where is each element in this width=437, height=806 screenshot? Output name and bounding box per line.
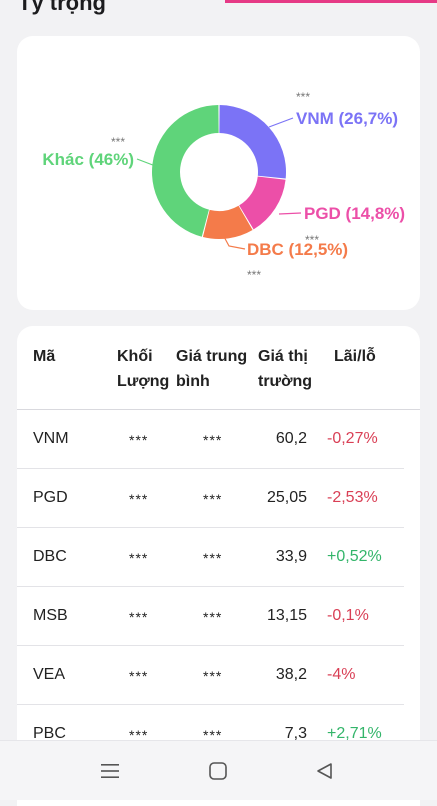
cell-quantity: *** bbox=[129, 432, 149, 448]
cell-pnl: +0,52% bbox=[327, 548, 382, 565]
back-triangle-icon[interactable] bbox=[315, 761, 335, 786]
row-divider bbox=[17, 645, 404, 646]
cell-code: PBC bbox=[33, 725, 66, 742]
donut-slice-dbc[interactable] bbox=[202, 205, 253, 239]
slice-label: Khác (46%) bbox=[42, 150, 134, 169]
table-row[interactable]: DBC *** *** 33,9 +0,52% bbox=[17, 528, 420, 587]
slice-label: VNM (26,7%) bbox=[296, 109, 398, 128]
slice-label: PGD (14,8%) bbox=[304, 204, 405, 223]
cell-avg-price: *** bbox=[203, 609, 223, 625]
system-nav-bar bbox=[0, 740, 437, 800]
active-tab-indicator bbox=[225, 0, 437, 3]
cell-market-price: 7,3 bbox=[284, 725, 307, 742]
cell-code: VNM bbox=[33, 430, 69, 447]
row-divider bbox=[17, 527, 404, 528]
header-avg-price: Giá trung bình bbox=[176, 348, 248, 390]
cell-pnl: +2,71% bbox=[327, 725, 382, 742]
cell-avg-price: *** bbox=[203, 727, 223, 743]
header-code: Mã bbox=[33, 348, 56, 365]
leader-line bbox=[268, 117, 294, 128]
table-row[interactable]: MSB *** *** 13,15 -0,1% bbox=[17, 587, 420, 646]
donut-slice-vnm[interactable] bbox=[219, 105, 286, 179]
cell-pnl: -4% bbox=[327, 666, 356, 683]
slice-hidden-value: *** bbox=[111, 135, 125, 149]
leader-line bbox=[278, 212, 302, 215]
holdings-table: Mã Khối Lượng Giá trung bình Giá thị trư… bbox=[17, 326, 420, 806]
section-title: Tỷ trọng bbox=[18, 0, 106, 15]
cell-code: DBC bbox=[33, 548, 67, 565]
row-divider bbox=[17, 586, 404, 587]
row-divider bbox=[17, 704, 404, 705]
home-square-icon[interactable] bbox=[208, 761, 228, 786]
leader-line bbox=[136, 158, 159, 168]
slice-hidden-value: *** bbox=[247, 268, 261, 282]
slice-hidden-value: *** bbox=[296, 90, 310, 104]
cell-pnl: -0,1% bbox=[327, 607, 369, 624]
cell-pnl: -2,53% bbox=[327, 489, 378, 506]
slice-label: DBC (12,5%) bbox=[247, 240, 348, 259]
cell-avg-price: *** bbox=[203, 432, 223, 448]
cell-quantity: *** bbox=[129, 727, 149, 743]
table-row[interactable]: PGD *** *** 25,05 -2,53% bbox=[17, 469, 420, 528]
table-row[interactable]: VEA *** *** 38,2 -4% bbox=[17, 646, 420, 705]
header-market-price: Giá thị trường bbox=[258, 348, 313, 390]
header-pnl: Lãi/lỗ bbox=[334, 348, 376, 365]
cell-market-price: 33,9 bbox=[275, 548, 307, 565]
menu-icon[interactable] bbox=[100, 761, 120, 786]
slice-hidden-value: *** bbox=[305, 233, 319, 247]
cell-code: VEA bbox=[33, 666, 66, 683]
cell-quantity: *** bbox=[129, 491, 149, 507]
cell-quantity: *** bbox=[129, 609, 149, 625]
donut-slice-khác[interactable] bbox=[152, 105, 219, 237]
cell-code: MSB bbox=[33, 607, 68, 624]
donut-slice-pgd[interactable] bbox=[239, 176, 286, 230]
allocation-donut-chart: VNM (26,7%)***PGD (14,8%)***DBC (12,5%)*… bbox=[42, 90, 405, 282]
header-quantity: Khối Lượng bbox=[117, 348, 170, 390]
cell-avg-price: *** bbox=[203, 491, 223, 507]
row-divider bbox=[17, 468, 404, 469]
cell-quantity: *** bbox=[129, 550, 149, 566]
cell-market-price: 38,2 bbox=[275, 666, 307, 683]
table-row[interactable]: VNM *** *** 60,2 -0,27% bbox=[17, 410, 420, 469]
cell-market-price: 13,15 bbox=[266, 607, 307, 624]
cell-quantity: *** bbox=[129, 668, 149, 684]
cell-pnl: -0,27% bbox=[327, 430, 378, 447]
cell-avg-price: *** bbox=[203, 550, 223, 566]
cell-market-price: 60,2 bbox=[275, 430, 307, 447]
cell-avg-price: *** bbox=[203, 668, 223, 684]
table-header: Mã Khối Lượng Giá trung bình Giá thị trư… bbox=[17, 326, 420, 410]
leader-line bbox=[221, 232, 246, 250]
cell-market-price: 25,05 bbox=[266, 489, 307, 506]
allocation-chart-card: VNM (26,7%) *** PGD (14,8%) *** DBC (12,5%) *… bbox=[17, 36, 420, 310]
cell-code: PGD bbox=[33, 489, 68, 506]
